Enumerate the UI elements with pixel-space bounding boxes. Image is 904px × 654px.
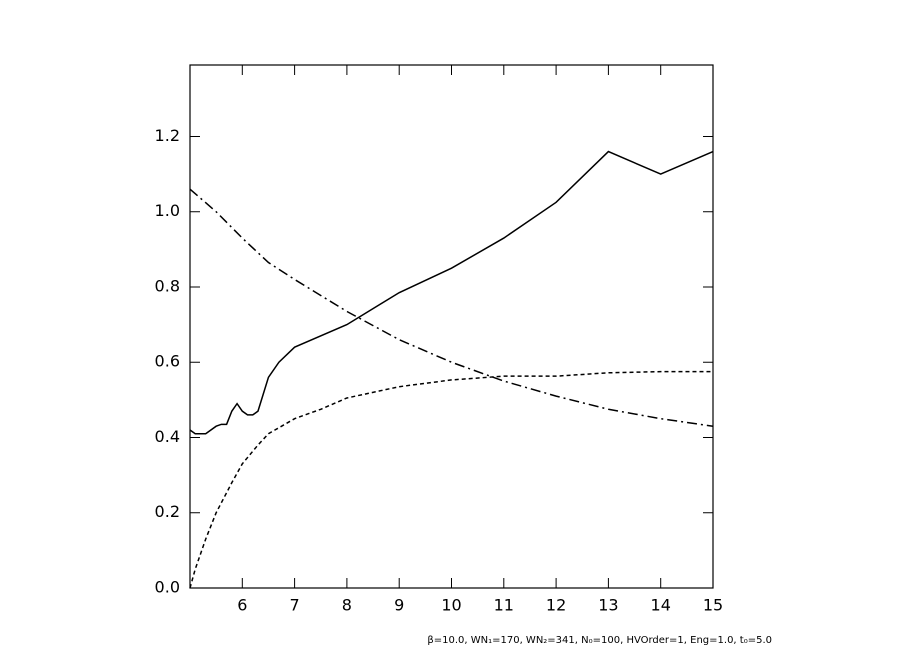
series-line	[189, 370, 713, 589]
y-tick-label: 1.2	[155, 126, 180, 145]
plot-frame	[189, 64, 714, 589]
y-tick-label: 0.2	[155, 502, 180, 521]
x-tick-label: 8	[342, 596, 352, 615]
x-tick-label: 11	[494, 596, 514, 615]
footnote: β=10.0, WN₁=170, WN₂=341, N₀=100, HVOrde…	[427, 635, 772, 646]
y-tick-label: 0.0	[155, 578, 180, 597]
x-tick-label: 6	[237, 596, 247, 615]
x-tick-label: 14	[651, 596, 671, 615]
x-tick-label: 15	[703, 596, 723, 615]
y-tick-label: 0.8	[155, 276, 180, 295]
y-tick-label: 0.6	[155, 352, 180, 371]
x-tick-label: 9	[394, 596, 404, 615]
x-tick-label: 13	[598, 596, 618, 615]
series-line	[189, 188, 714, 427]
y-tick-label: 0.4	[155, 427, 180, 446]
x-tick-label: 10	[441, 596, 461, 615]
x-tick-label: 12	[546, 596, 566, 615]
x-tick-label: 7	[290, 596, 300, 615]
y-tick-label: 1.0	[155, 201, 180, 220]
series-line	[189, 150, 714, 435]
